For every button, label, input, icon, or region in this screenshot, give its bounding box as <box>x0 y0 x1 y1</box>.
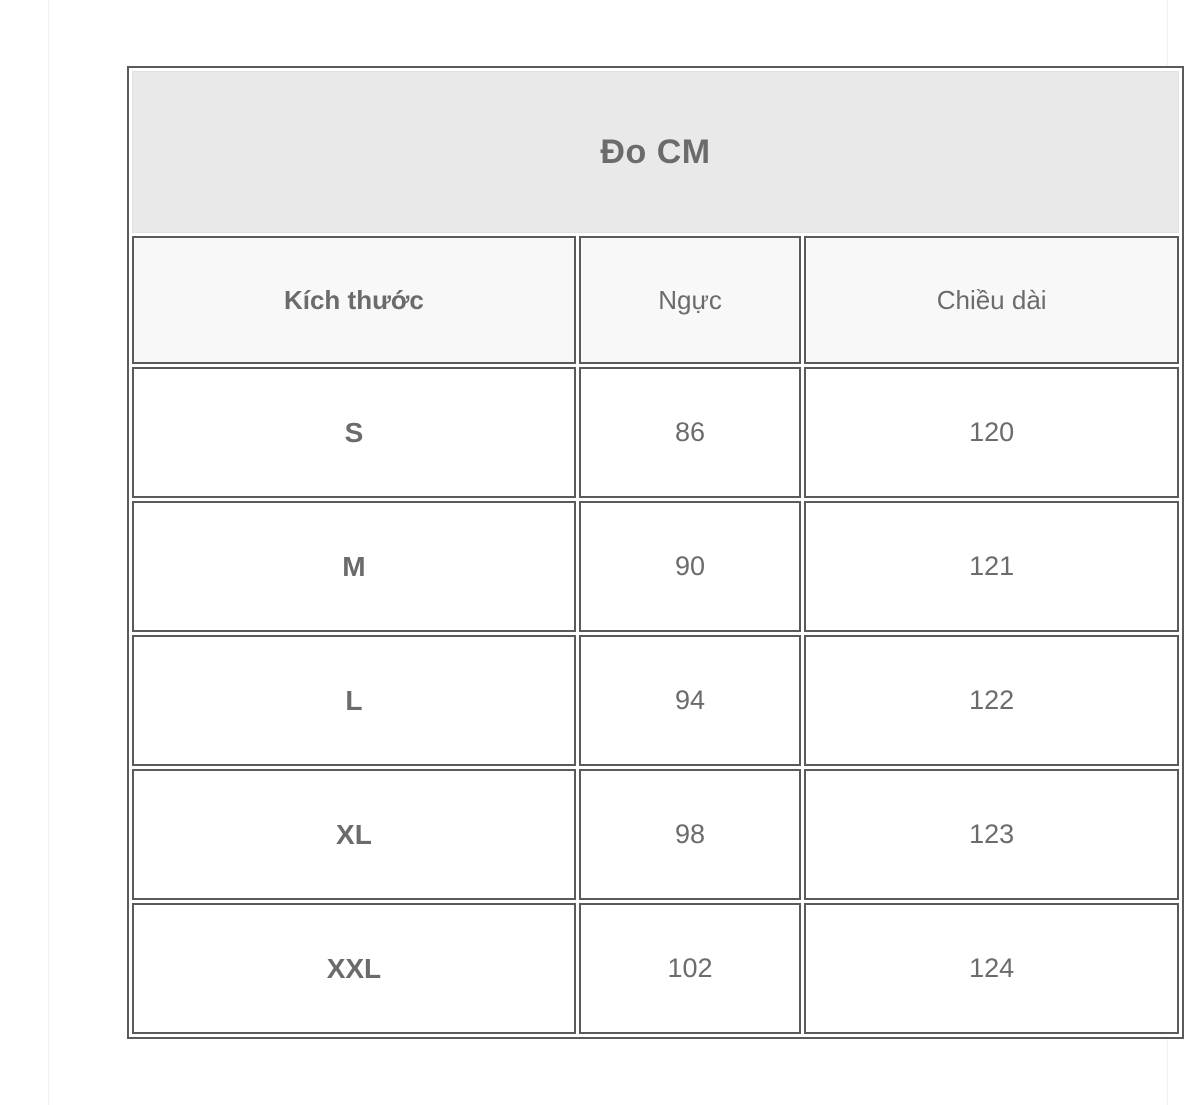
page-container: Đo CM Kích thước Ngực Chiều dài S 86 120… <box>48 0 1184 1105</box>
table-row: XXL 102 124 <box>132 903 1179 1034</box>
cell-size: S <box>132 367 576 498</box>
cell-chest: 90 <box>578 501 802 632</box>
cell-chest: 86 <box>578 367 802 498</box>
cell-chest: 102 <box>578 903 802 1034</box>
cell-length: 123 <box>804 769 1179 900</box>
size-chart-wrapper: Đo CM Kích thước Ngực Chiều dài S 86 120… <box>127 66 1184 1039</box>
table-title: Đo CM <box>132 71 1179 233</box>
cell-length: 121 <box>804 501 1179 632</box>
cell-chest: 94 <box>578 635 802 766</box>
table-header-row: Kích thước Ngực Chiều dài <box>132 236 1179 364</box>
table-title-row: Đo CM <box>132 71 1179 233</box>
cell-size: L <box>132 635 576 766</box>
cell-length: 122 <box>804 635 1179 766</box>
cell-length: 120 <box>804 367 1179 498</box>
table-row: XL 98 123 <box>132 769 1179 900</box>
column-header-length: Chiều dài <box>804 236 1179 364</box>
table-row: M 90 121 <box>132 501 1179 632</box>
cell-length: 124 <box>804 903 1179 1034</box>
column-header-chest: Ngực <box>578 236 802 364</box>
cell-size: M <box>132 501 576 632</box>
table-row: L 94 122 <box>132 635 1179 766</box>
cell-chest: 98 <box>578 769 802 900</box>
column-header-size: Kích thước <box>132 236 576 364</box>
cell-size: XL <box>132 769 576 900</box>
cell-size: XXL <box>132 903 576 1034</box>
size-chart-table: Đo CM Kích thước Ngực Chiều dài S 86 120… <box>127 66 1184 1039</box>
table-row: S 86 120 <box>132 367 1179 498</box>
